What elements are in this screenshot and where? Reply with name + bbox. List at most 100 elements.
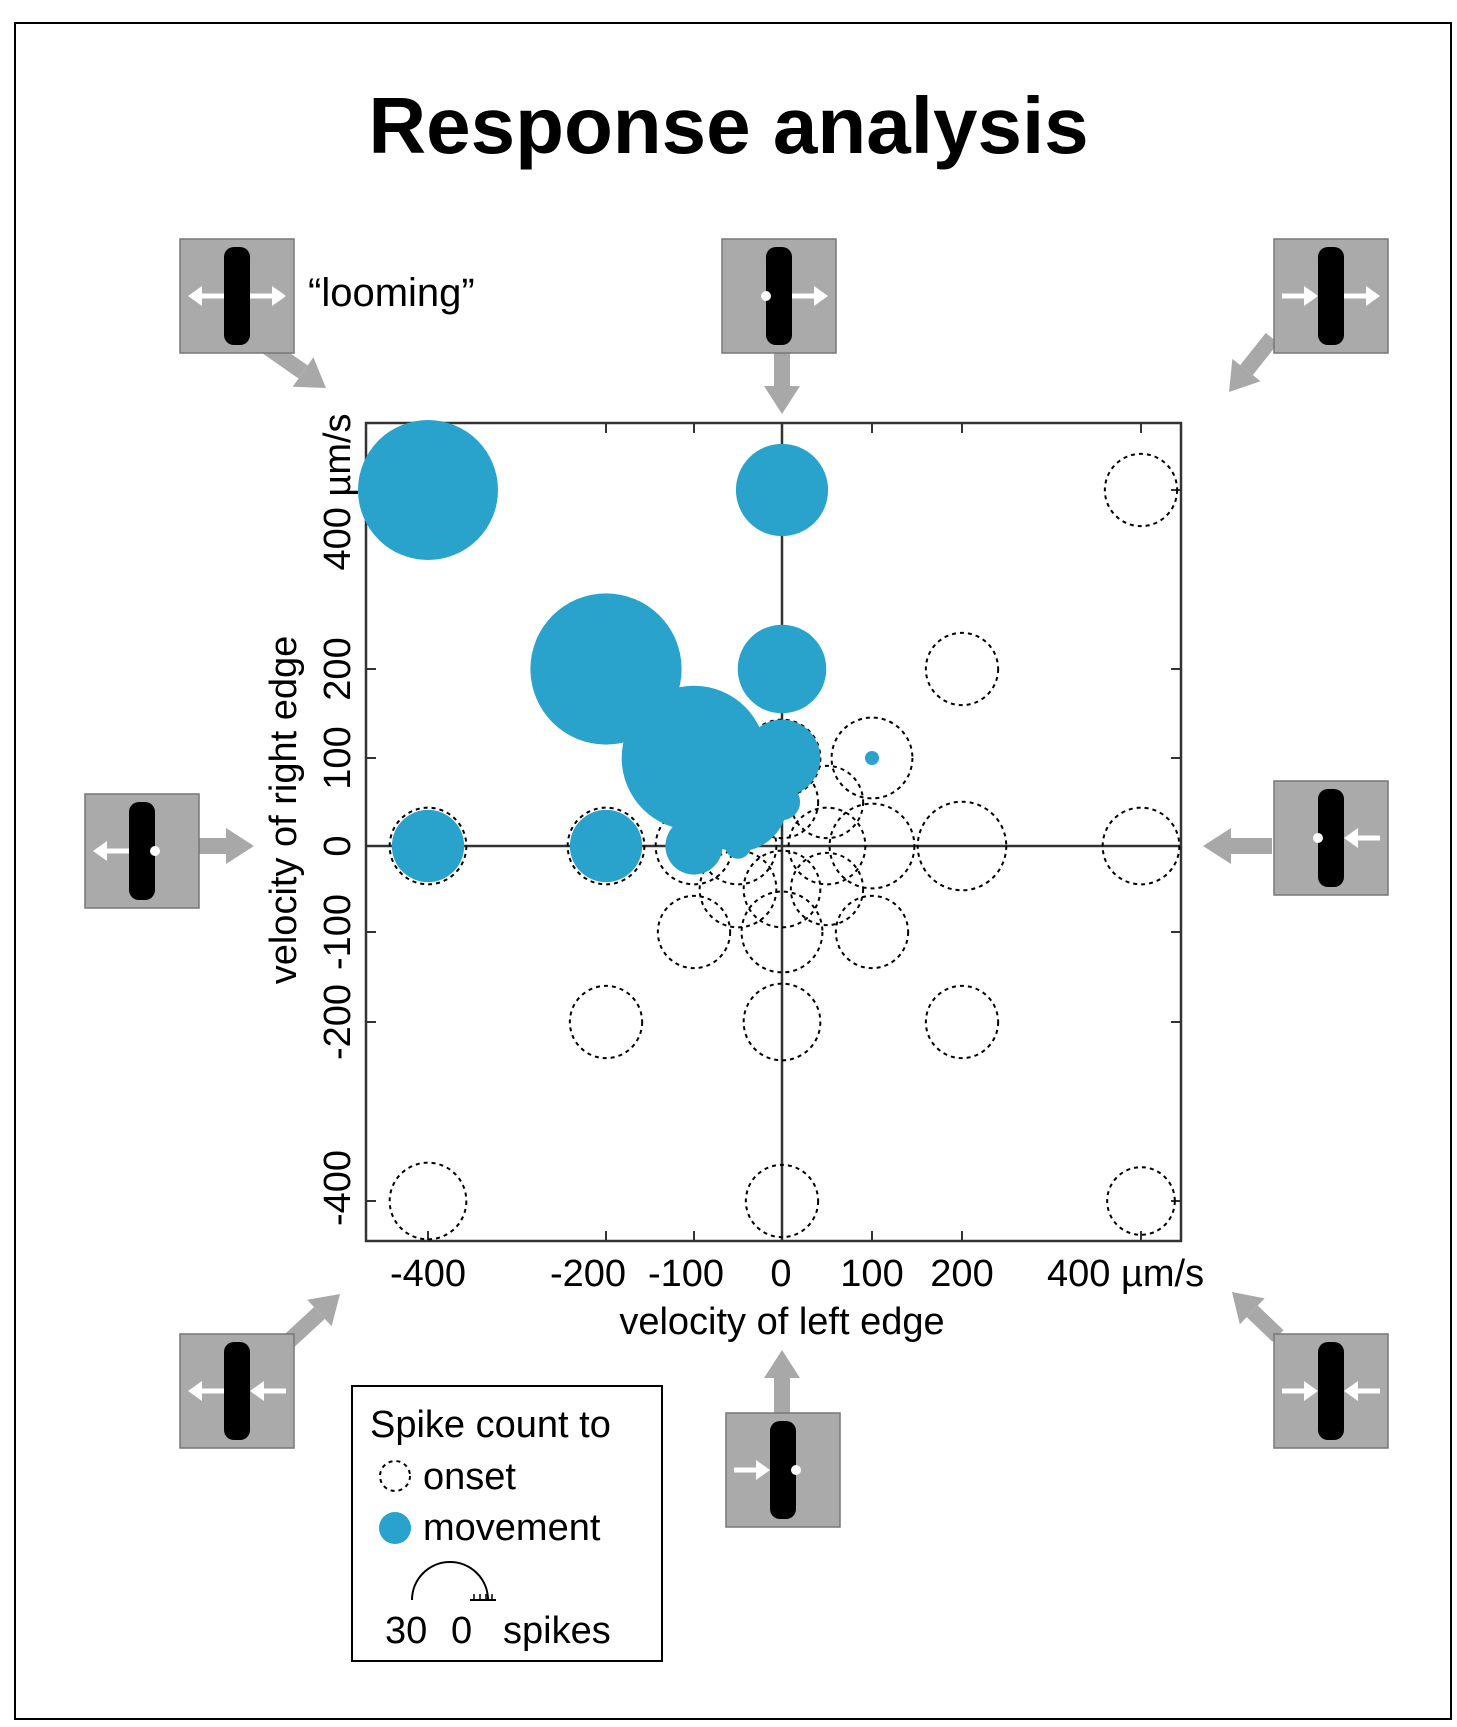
onset-point xyxy=(742,982,822,1062)
movement-point xyxy=(357,419,499,561)
arrow-head xyxy=(764,1350,800,1378)
onset-point xyxy=(656,894,732,970)
onset-point xyxy=(830,716,914,800)
edge-dot xyxy=(150,846,160,856)
x-tick-label: 0 xyxy=(770,1253,791,1295)
edge-arrow-head xyxy=(756,1460,770,1480)
arrow-head xyxy=(226,828,254,864)
onset-point xyxy=(566,806,646,886)
stimulus-bar xyxy=(1318,789,1344,887)
stimulus-arrow xyxy=(1203,828,1272,864)
edge-arrow-head xyxy=(93,841,107,861)
movement-point xyxy=(735,443,829,537)
arrow-head xyxy=(1229,358,1261,392)
legend-movement-marker xyxy=(379,1512,411,1544)
x-tick-labels: -400 -200 -100 0 100 200 400 µm/s xyxy=(390,1253,1204,1295)
edge-arrow-head xyxy=(1344,828,1358,848)
y-tick-label: -400 xyxy=(317,1150,359,1226)
edge-dot xyxy=(791,1465,801,1475)
stimulus-both-left xyxy=(179,1333,295,1449)
legend-scale-ticks xyxy=(473,1594,493,1600)
movement-point xyxy=(391,809,465,883)
onset-point xyxy=(828,802,916,890)
legend-scale-unit: spikes xyxy=(503,1610,611,1652)
page-title: Response analysis xyxy=(368,81,1089,170)
legend-title: Spike count to xyxy=(370,1404,611,1446)
onset-point xyxy=(388,1161,468,1241)
arrow-shaft xyxy=(1246,1305,1284,1342)
onset-point xyxy=(568,984,644,1060)
movement-point xyxy=(665,817,723,875)
onset-point xyxy=(916,800,1008,892)
x-tick-label: -400 xyxy=(390,1253,466,1295)
movement-point xyxy=(864,750,880,766)
legend-movement-label: movement xyxy=(423,1507,601,1549)
arrow-head xyxy=(1203,828,1231,864)
arrow-head xyxy=(1232,1292,1265,1325)
stimulus-arrow xyxy=(198,828,254,864)
edge-arrow-head xyxy=(188,1381,202,1401)
plot-area-frame xyxy=(364,421,1183,1243)
stimulus-bar xyxy=(1318,1342,1344,1440)
legend: Spike count to onset movement 30 0 spike… xyxy=(351,1385,663,1662)
edge-arrow-head xyxy=(1366,286,1380,306)
y-tick-label: 400 µm/s xyxy=(317,413,359,570)
y-tick-label: 200 xyxy=(317,637,359,700)
movement-point xyxy=(737,624,827,714)
edge-dot xyxy=(1313,833,1323,843)
onset-point xyxy=(388,806,468,886)
onset-point xyxy=(1101,806,1181,886)
stimulus-bar xyxy=(224,1342,250,1440)
stimulus-right-edge-in xyxy=(1273,780,1389,896)
onset-point xyxy=(834,894,910,970)
onset-point xyxy=(1103,452,1179,528)
arrow-head xyxy=(292,357,326,388)
stimulus-bar xyxy=(770,1421,796,1519)
stimulus-bar xyxy=(766,247,792,345)
legend-onset-label: onset xyxy=(423,1456,516,1498)
stimulus-left-edge-out xyxy=(84,793,200,909)
stimulus-collapsing xyxy=(1273,1333,1389,1449)
edge-arrow-head xyxy=(272,286,286,306)
edge-arrow-head xyxy=(1304,286,1318,306)
arrow-head xyxy=(307,1294,340,1327)
x-tick-label: 400 µm/s xyxy=(1047,1253,1204,1295)
onset-point xyxy=(789,851,865,927)
onset-point xyxy=(742,849,822,929)
edge-arrow-head xyxy=(1344,1381,1358,1401)
legend-scale-arc xyxy=(411,1561,489,1601)
stimulus-looming xyxy=(179,238,295,354)
stimulus-both-right xyxy=(1273,238,1389,354)
stimulus-left-edge-in xyxy=(725,1412,841,1528)
edge-dot xyxy=(761,291,771,301)
edge-arrow-head xyxy=(250,1381,264,1401)
edge-arrow-head xyxy=(814,286,828,306)
stimulus-bar xyxy=(224,247,250,345)
onset-point xyxy=(744,1163,820,1239)
y-axis-label: velocity of right edge xyxy=(263,636,305,985)
arrow-shaft xyxy=(1240,333,1279,376)
x-tick-label: -100 xyxy=(648,1253,724,1295)
figure-frame xyxy=(14,22,1452,1720)
onset-point xyxy=(1106,1166,1176,1236)
looming-label: “looming” xyxy=(308,271,475,315)
y-tick-label: -200 xyxy=(317,984,359,1060)
x-tick-label: 100 xyxy=(840,1253,903,1295)
stimulus-bar xyxy=(129,802,155,900)
x-axis-label: velocity of left edge xyxy=(619,1301,944,1343)
stimulus-arrow xyxy=(764,1350,800,1414)
edge-arrow-head xyxy=(188,286,202,306)
x-tick-label: -200 xyxy=(550,1253,626,1295)
stimulus-arrows xyxy=(198,333,1284,1414)
x-tick-label: 200 xyxy=(930,1253,993,1295)
y-tick-label: 100 xyxy=(317,726,359,789)
y-tick-label: 0 xyxy=(317,835,359,856)
stimulus-arrow xyxy=(1229,333,1279,392)
onset-point xyxy=(787,806,867,886)
legend-scale-max: 30 xyxy=(385,1610,427,1652)
onset-point xyxy=(924,984,1000,1060)
stimulus-right-edge-out xyxy=(721,238,837,354)
stimulus-bar xyxy=(1318,247,1344,345)
movement-point xyxy=(569,809,643,883)
